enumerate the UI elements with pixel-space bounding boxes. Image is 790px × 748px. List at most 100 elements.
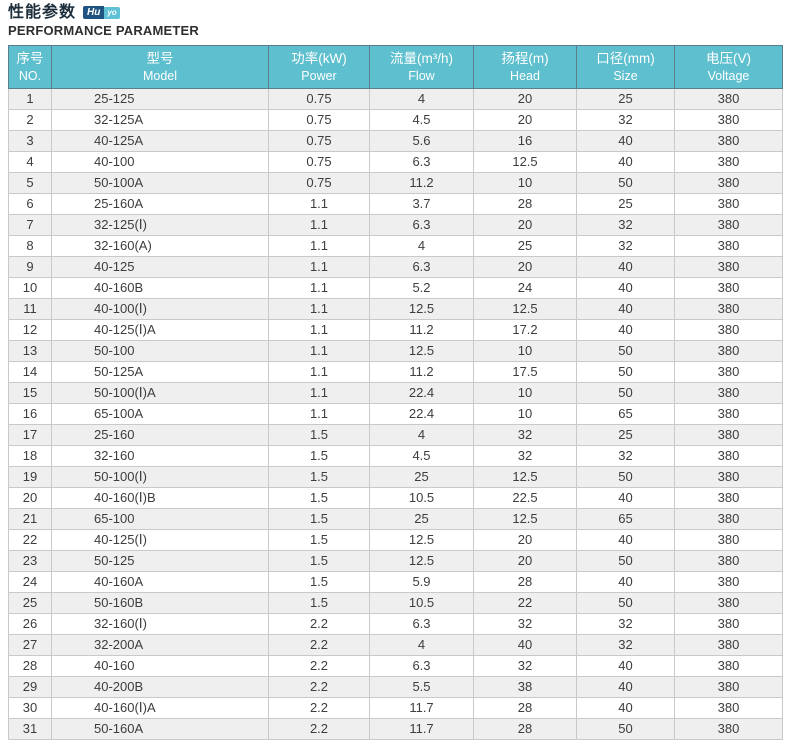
table-row: 28 40-160 2.2 6.3 32 40 380 — [8, 655, 783, 677]
no-cell: 24 — [8, 571, 52, 593]
head-cell: 40 — [473, 634, 577, 656]
flow-cell: 12.5 — [369, 529, 474, 551]
no-cell: 25 — [8, 592, 52, 614]
size-cell: 32 — [576, 235, 675, 257]
no-cell: 7 — [8, 214, 52, 236]
flow-cell: 5.5 — [369, 676, 474, 698]
no-cell: 20 — [8, 487, 52, 509]
flow-cell: 6.3 — [369, 151, 474, 173]
voltage-cell: 380 — [674, 655, 783, 677]
table-row: 24 40-160A 1.5 5.9 28 40 380 — [8, 571, 783, 593]
power-cell: 0.75 — [268, 172, 370, 194]
flow-cell: 3.7 — [369, 193, 474, 215]
head-cell: 28 — [473, 697, 577, 719]
voltage-cell: 380 — [674, 676, 783, 698]
table-row: 11 40-100(Ⅰ) 1.1 12.5 12.5 40 380 — [8, 298, 783, 320]
power-cell: 1.5 — [268, 487, 370, 509]
col-header-voltage: 电压(V) Voltage — [674, 45, 783, 89]
table-row: 25 50-160B 1.5 10.5 22 50 380 — [8, 592, 783, 614]
size-cell: 32 — [576, 634, 675, 656]
voltage-cell: 380 — [674, 508, 783, 530]
table-row: 26 32-160(Ⅰ) 2.2 6.3 32 32 380 — [8, 613, 783, 635]
voltage-cell: 380 — [674, 592, 783, 614]
size-cell: 40 — [576, 676, 675, 698]
size-cell: 50 — [576, 172, 675, 194]
no-cell: 19 — [8, 466, 52, 488]
flow-cell: 4 — [369, 88, 474, 110]
voltage-cell: 380 — [674, 361, 783, 383]
voltage-cell: 380 — [674, 235, 783, 257]
voltage-cell: 380 — [674, 634, 783, 656]
size-cell: 32 — [576, 109, 675, 131]
size-cell: 25 — [576, 424, 675, 446]
model-cell: 25-125 — [51, 88, 269, 110]
power-cell: 1.1 — [268, 382, 370, 404]
table-row: 10 40-160B 1.1 5.2 24 40 380 — [8, 277, 783, 299]
no-cell: 6 — [8, 193, 52, 215]
voltage-cell: 380 — [674, 718, 783, 740]
no-cell: 22 — [8, 529, 52, 551]
no-cell: 15 — [8, 382, 52, 404]
voltage-cell: 380 — [674, 151, 783, 173]
size-cell: 50 — [576, 361, 675, 383]
power-cell: 2.2 — [268, 697, 370, 719]
head-cell: 20 — [473, 550, 577, 572]
table-body: 1 25-125 0.75 4 20 25 380 2 32-125A 0.75 4.5 20 32 38… — [8, 88, 783, 740]
flow-cell: 6.3 — [369, 613, 474, 635]
model-cell: 32-125(Ⅰ) — [51, 214, 269, 236]
model-cell: 40-100 — [51, 151, 269, 173]
no-cell: 11 — [8, 298, 52, 320]
voltage-cell: 380 — [674, 613, 783, 635]
head-cell: 20 — [473, 109, 577, 131]
model-cell: 40-160(Ⅰ)A — [51, 697, 269, 719]
size-cell: 32 — [576, 214, 675, 236]
voltage-cell: 380 — [674, 130, 783, 152]
flow-cell: 4 — [369, 634, 474, 656]
table-row: 23 50-125 1.5 12.5 20 50 380 — [8, 550, 783, 572]
voltage-cell: 380 — [674, 340, 783, 362]
flow-cell: 12.5 — [369, 298, 474, 320]
flow-cell: 11.2 — [369, 319, 474, 341]
no-cell: 14 — [8, 361, 52, 383]
flow-cell: 25 — [369, 466, 474, 488]
model-cell: 40-125(Ⅰ)A — [51, 319, 269, 341]
power-cell: 1.5 — [268, 466, 370, 488]
title-row: 性能参数 Hu yo — [8, 3, 782, 22]
table-row: 27 32-200A 2.2 4 40 32 380 — [8, 634, 783, 656]
no-cell: 29 — [8, 676, 52, 698]
performance-parameter-table: 序号 NO. 型号 Model 功率(kW) Power 流量(m³/h) Fl… — [8, 45, 783, 740]
model-cell: 32-160(A) — [51, 235, 269, 257]
flow-cell: 25 — [369, 508, 474, 530]
no-cell: 30 — [8, 697, 52, 719]
head-cell: 32 — [473, 655, 577, 677]
model-cell: 40-160B — [51, 277, 269, 299]
table-row: 4 40-100 0.75 6.3 12.5 40 380 — [8, 151, 783, 173]
model-cell: 40-160(Ⅰ)B — [51, 487, 269, 509]
voltage-cell: 380 — [674, 88, 783, 110]
head-cell: 17.5 — [473, 361, 577, 383]
no-cell: 5 — [8, 172, 52, 194]
flow-cell: 22.4 — [369, 403, 474, 425]
table-row: 17 25-160 1.5 4 32 25 380 — [8, 424, 783, 446]
flow-cell: 4.5 — [369, 109, 474, 131]
table-row: 12 40-125(Ⅰ)A 1.1 11.2 17.2 40 380 — [8, 319, 783, 341]
size-cell: 40 — [576, 151, 675, 173]
size-cell: 40 — [576, 571, 675, 593]
head-cell: 28 — [473, 193, 577, 215]
no-cell: 21 — [8, 508, 52, 530]
flow-cell: 4 — [369, 235, 474, 257]
voltage-cell: 380 — [674, 382, 783, 404]
page-title: 性能参数 — [8, 4, 77, 21]
power-cell: 1.5 — [268, 424, 370, 446]
power-cell: 2.2 — [268, 613, 370, 635]
flow-cell: 4 — [369, 424, 474, 446]
flow-cell: 4.5 — [369, 445, 474, 467]
model-cell: 65-100A — [51, 403, 269, 425]
model-cell: 40-160A — [51, 571, 269, 593]
size-cell: 65 — [576, 508, 675, 530]
no-cell: 17 — [8, 424, 52, 446]
no-cell: 13 — [8, 340, 52, 362]
voltage-cell: 380 — [674, 298, 783, 320]
power-cell: 1.1 — [268, 403, 370, 425]
